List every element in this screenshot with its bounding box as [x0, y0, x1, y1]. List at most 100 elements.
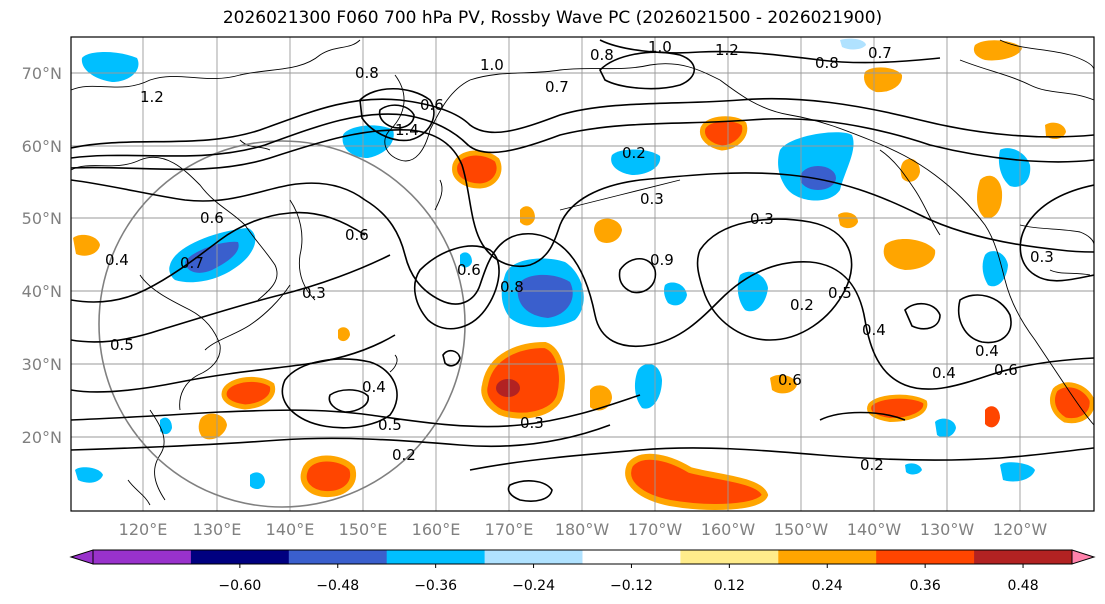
negative-anomaly-region [501, 258, 584, 328]
colorbar-swatch [484, 550, 583, 564]
colorbar-tick-label: 0.12 [714, 578, 745, 594]
colorbar-tick-label: −0.60 [218, 578, 261, 594]
contour-label: 0.5 [378, 416, 402, 434]
negative-anomaly-region [982, 251, 1008, 287]
contour-label: 0.7 [180, 254, 204, 272]
colorbar-ticks: −0.60 −0.48 −0.36 −0.24 −0.12 0.12 0.24 0.36 0.4… [218, 564, 1039, 594]
negative-anomaly-region [935, 418, 956, 438]
lon-tick-label: 160°E [412, 520, 461, 539]
lat-tick-label: 60°N [22, 137, 62, 156]
colorbar-swatch [386, 550, 486, 564]
contour-label: 1.2 [715, 41, 739, 59]
colorbar-swatch [1072, 550, 1094, 564]
great-circle-outline [98, 140, 466, 508]
colorbar-swatch [680, 550, 779, 564]
lon-tick-label: 150°W [774, 520, 829, 539]
negative-anomaly-region [460, 252, 472, 268]
colorbar-swatch [974, 550, 1073, 564]
contour-label: 0.3 [750, 210, 774, 228]
contour-label: 1.0 [480, 56, 504, 74]
coastlines [71, 39, 1094, 506]
colorbar-tick-label: 0.24 [812, 578, 843, 594]
positive-anomaly-region [864, 67, 903, 93]
lon-tick-label: 150°E [339, 520, 388, 539]
positive-anomaly-region [73, 234, 100, 256]
colorbar-swatch [778, 550, 877, 564]
positive-anomaly-region [985, 406, 1000, 428]
contour-label: 0.4 [975, 342, 999, 360]
contour-label: 0.6 [200, 209, 224, 227]
contour-label: 0.6 [778, 371, 802, 389]
positive-anomaly-region [594, 218, 622, 243]
negative-anomaly-region [611, 149, 661, 175]
contour-label: 0.3 [640, 190, 664, 208]
lon-tick-label: 120°W [993, 520, 1048, 539]
lon-tick-label: 160°W [701, 520, 756, 539]
contour-label: 1.2 [140, 88, 164, 106]
positive-anomaly-region [338, 327, 350, 342]
colorbar-tick-label: 0.36 [910, 578, 941, 594]
contour-label: 0.9 [650, 251, 674, 269]
map-gridlines [71, 37, 1094, 511]
positive-anomaly-region [481, 341, 565, 419]
pv-contours [71, 39, 1094, 502]
lon-tick-label: 170°W [628, 520, 683, 539]
lon-tick-label: 120°E [119, 520, 168, 539]
contour-label: 0.8 [590, 46, 614, 64]
colorbar: −0.60 −0.48 −0.36 −0.24 −0.12 0.12 0.24 0.36 0.4… [69, 549, 1096, 594]
positive-anomaly-region [221, 376, 276, 410]
colorbar-tick-label: −0.24 [512, 578, 555, 594]
colorbar-swatch [876, 550, 975, 564]
positive-anomaly-region [625, 453, 769, 510]
contour-label: 0.5 [110, 336, 134, 354]
latitude-axis: 70°N 60°N 50°N 40°N 30°N 20°N [22, 64, 62, 447]
colorbar-swatch [582, 550, 681, 564]
positive-anomaly-region [590, 385, 612, 411]
lat-tick-label: 30°N [22, 355, 62, 374]
contour-label: 0.3 [1030, 248, 1054, 266]
contour-label: 0.8 [500, 278, 524, 296]
negative-anomaly-region [1000, 462, 1035, 482]
contour-label: 0.4 [362, 378, 386, 396]
positive-anomaly-region [838, 212, 858, 229]
contour-label: 0.2 [622, 144, 646, 162]
contour-label: 0.4 [932, 364, 956, 382]
positive-anomaly-region [1045, 122, 1066, 140]
colorbar-swatch [71, 550, 93, 564]
lon-tick-label: 170°E [485, 520, 534, 539]
contour-label: 0.2 [790, 296, 814, 314]
negative-anomaly-region [998, 148, 1031, 187]
positive-anomaly-region [977, 175, 1003, 219]
contour-label: 1.4 [395, 121, 419, 139]
colorbar-tick-label: −0.48 [316, 578, 359, 594]
lon-tick-label: 130°E [193, 520, 242, 539]
negative-anomaly-region [905, 463, 922, 475]
positive-anomaly-region [973, 40, 1022, 61]
colorbar-tick-label: −0.12 [610, 578, 653, 594]
positive-anomaly-region [452, 150, 502, 189]
positive-anomaly-region [300, 455, 357, 498]
contour-label: 0.4 [105, 251, 129, 269]
lat-tick-label: 70°N [22, 64, 62, 83]
positive-anomaly-region [770, 374, 797, 394]
map-frame [70, 36, 1095, 512]
negative-anomaly-region [840, 38, 866, 50]
lon-tick-label: 180°W [555, 520, 610, 539]
contour-label: 0.6 [345, 226, 369, 244]
contour-label: 0.7 [545, 78, 569, 96]
positive-anomaly-region [520, 206, 535, 226]
longitude-axis: 120°E 130°E 140°E 150°E 160°E 170°E 180°… [119, 520, 1048, 539]
negative-anomaly-region [664, 282, 687, 306]
positive-anomaly-region [883, 238, 936, 270]
contour-label: 0.7 [868, 44, 892, 62]
contour-label: 0.3 [302, 284, 326, 302]
negative-anomaly-region [737, 271, 768, 312]
colorbar-swatch [288, 550, 388, 564]
positive-anomaly-region [198, 413, 227, 440]
colorbar-outline-right [1071, 549, 1096, 565]
negative-anomaly-region [250, 472, 265, 490]
contour-label: 0.2 [860, 456, 884, 474]
positive-anomaly-region [699, 116, 748, 151]
colorbar-tick-label: 0.48 [1007, 578, 1038, 594]
